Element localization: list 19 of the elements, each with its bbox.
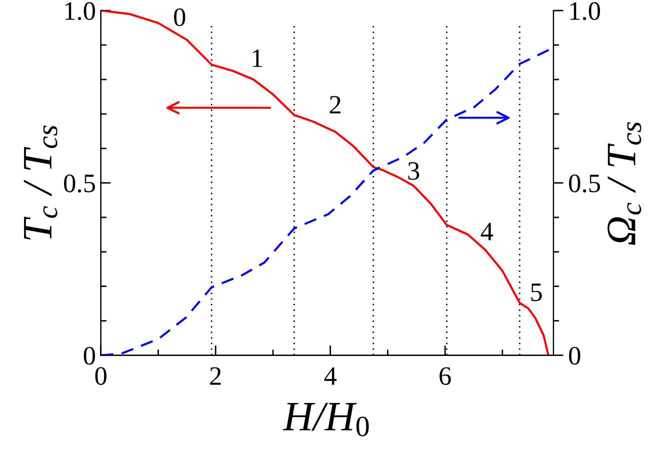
y-tick-label: 0 xyxy=(84,346,96,365)
annotation: 0 xyxy=(174,8,186,26)
y2-tick-label: 1.0 xyxy=(570,2,600,20)
x-tick-label: 6 xyxy=(440,367,451,385)
x-tick-label: 0 xyxy=(95,367,106,385)
annotation: 4 xyxy=(480,222,494,240)
x-tick-label: 4 xyxy=(324,367,337,385)
y2-axis-title: Ω$_{c}$ / T$_{cs}$ xyxy=(608,122,642,245)
y-tick-label: 0.5 xyxy=(64,174,95,192)
annotation: 2 xyxy=(330,96,340,114)
annotation: 1 xyxy=(252,49,262,67)
x-axis-title: H/H$_{0}$ xyxy=(282,402,369,436)
y-tick-label: 1.0 xyxy=(65,2,96,20)
y2-tick-label: 0 xyxy=(569,346,580,365)
annotation: 3 xyxy=(408,162,420,180)
x-tick-label: 2 xyxy=(210,367,221,385)
annotation: 5 xyxy=(531,284,542,302)
y2-tick-label: 0.5 xyxy=(569,174,600,192)
y-axis-title: T$_{c}$ / T$_{cs}$ xyxy=(24,126,58,240)
